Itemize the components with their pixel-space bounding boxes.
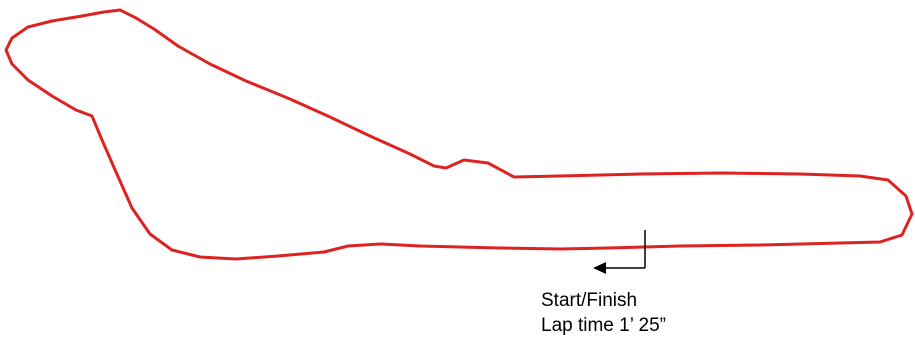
arrow-left-icon <box>593 262 606 274</box>
start-finish-label: Start/Finish <box>541 290 638 311</box>
start-finish-marker <box>593 230 646 274</box>
start-finish-caption: Start/Finish Lap time 1’ 25” <box>541 288 666 338</box>
track-outline <box>4 8 914 261</box>
lap-time-label: Lap time 1’ 25” <box>541 315 666 336</box>
